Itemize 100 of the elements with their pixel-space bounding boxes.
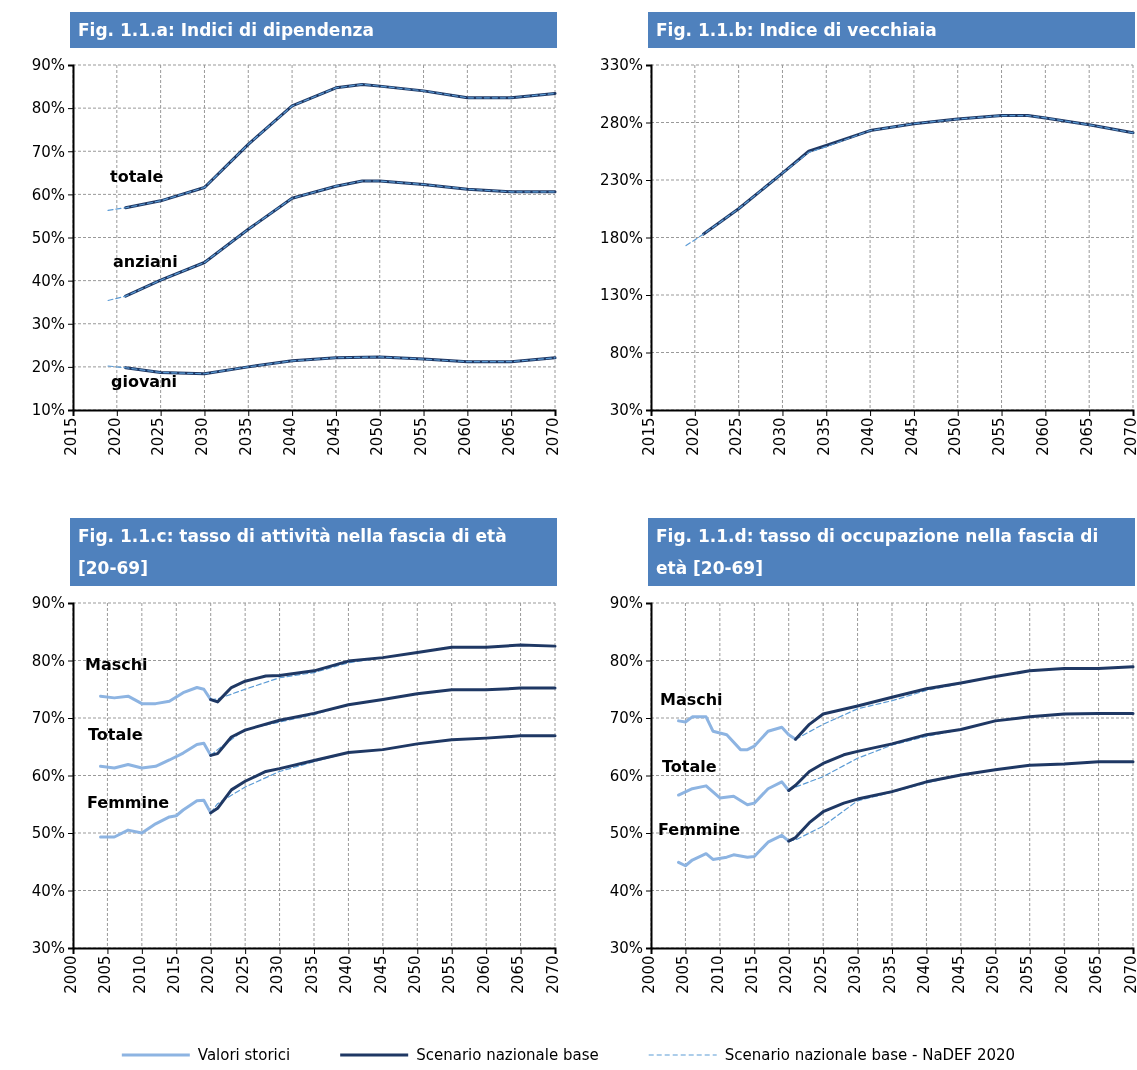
x-tick-label: 2035 xyxy=(237,417,256,456)
annotation: anziani xyxy=(113,251,178,271)
y-tick-label: 80% xyxy=(609,651,643,670)
x-tick-label: 2015 xyxy=(639,417,658,456)
x-tick-label: 2055 xyxy=(990,417,1009,456)
x-tick-label: 2030 xyxy=(193,417,212,456)
x-tick-label: 2015 xyxy=(61,417,80,456)
x-tick-label: 2000 xyxy=(639,955,658,994)
x-tick-label: 2060 xyxy=(456,417,475,456)
x-tick-label: 2030 xyxy=(268,955,287,994)
y-tick-label: 90% xyxy=(31,594,65,613)
annotation: Totale xyxy=(88,724,143,744)
x-tick-label: 2020 xyxy=(105,417,124,456)
x-tick-label: 2015 xyxy=(743,955,762,994)
x-tick-label: 2010 xyxy=(708,955,727,994)
x-tick-label: 2005 xyxy=(96,955,115,994)
x-tick-label: 2025 xyxy=(149,417,168,456)
y-tick-label: 330% xyxy=(600,56,643,75)
x-tick-label: 2045 xyxy=(902,417,921,456)
y-tick-label: 70% xyxy=(609,709,643,728)
chart-title: Fig. 1.1.a: Indici di dipendenza xyxy=(70,12,557,48)
x-tick-label: 2050 xyxy=(946,417,965,456)
x-tick-label: 2060 xyxy=(474,955,493,994)
y-tick-label: 30% xyxy=(31,315,65,334)
x-tick-label: 2040 xyxy=(337,955,356,994)
y-tick-label: 40% xyxy=(609,881,643,900)
x-tick-label: 2020 xyxy=(199,955,218,994)
annotation: giovani xyxy=(111,371,178,391)
y-tick-label: 90% xyxy=(609,594,643,613)
x-tick-label: 2000 xyxy=(61,955,80,994)
y-tick-label: 30% xyxy=(31,939,65,958)
y-tick-label: 60% xyxy=(31,766,65,785)
y-tick-label: 10% xyxy=(31,401,65,420)
x-tick-label: 2040 xyxy=(280,417,299,456)
y-tick-label: 280% xyxy=(600,113,643,132)
x-tick-label: 2055 xyxy=(440,955,459,994)
x-tick-label: 2020 xyxy=(683,417,702,456)
x-tick-label: 2050 xyxy=(368,417,387,456)
x-tick-label: 2045 xyxy=(324,417,343,456)
x-tick-label: 2050 xyxy=(984,955,1003,994)
annotation: Maschi xyxy=(85,654,148,674)
x-tick-label: 2060 xyxy=(1052,955,1071,994)
x-tick-label: 2050 xyxy=(406,955,425,994)
annotation: Totale xyxy=(662,756,717,776)
y-tick-label: 80% xyxy=(31,99,65,118)
y-tick-label: 50% xyxy=(31,824,65,843)
x-tick-label: 2065 xyxy=(509,955,528,994)
x-tick-label: 2030 xyxy=(846,955,865,994)
y-tick-label: 40% xyxy=(31,271,65,290)
y-tick-label: 130% xyxy=(600,286,643,305)
x-tick-label: 2070 xyxy=(543,417,562,456)
y-tick-label: 30% xyxy=(609,401,643,420)
y-tick-label: 60% xyxy=(609,766,643,785)
x-tick-label: 2065 xyxy=(1087,955,1106,994)
x-tick-label: 2010 xyxy=(130,955,149,994)
x-tick-label: 2025 xyxy=(811,955,830,994)
x-tick-label: 2060 xyxy=(1034,417,1053,456)
y-tick-label: 40% xyxy=(31,881,65,900)
x-tick-label: 2045 xyxy=(949,955,968,994)
y-tick-label: 60% xyxy=(31,185,65,204)
x-tick-label: 2020 xyxy=(777,955,796,994)
y-tick-label: 50% xyxy=(31,228,65,247)
x-tick-label: 2025 xyxy=(233,955,252,994)
x-tick-label: 2070 xyxy=(1121,417,1137,456)
chart-title: Fig. 1.1.c: tasso di attività nella fascia di età [20-69] xyxy=(70,518,557,586)
x-tick-label: 2055 xyxy=(412,417,431,456)
x-tick-label: 2025 xyxy=(727,417,746,456)
y-tick-label: 80% xyxy=(609,343,643,362)
y-tick-label: 70% xyxy=(31,709,65,728)
x-tick-label: 2045 xyxy=(371,955,390,994)
x-tick-label: 2035 xyxy=(815,417,834,456)
y-tick-label: 230% xyxy=(600,171,643,190)
y-tick-label: 90% xyxy=(31,56,65,75)
x-tick-label: 2005 xyxy=(674,955,693,994)
y-tick-label: 80% xyxy=(31,651,65,670)
annotation: Maschi xyxy=(660,689,723,709)
x-tick-label: 2030 xyxy=(771,417,790,456)
x-tick-label: 2065 xyxy=(499,417,518,456)
y-tick-label: 70% xyxy=(31,142,65,161)
x-tick-label: 2055 xyxy=(1018,955,1037,994)
y-tick-label: 180% xyxy=(600,228,643,247)
annotation: Femmine xyxy=(87,792,170,812)
legend-label: Scenario nazionale base xyxy=(416,1045,599,1064)
chart-title: Fig. 1.1.b: Indice di vecchiaia xyxy=(648,12,1135,48)
legend-label: Valori storici xyxy=(197,1045,291,1064)
x-tick-label: 2035 xyxy=(880,955,899,994)
y-tick-label: 50% xyxy=(609,824,643,843)
x-tick-label: 2070 xyxy=(1121,955,1137,994)
x-tick-label: 2015 xyxy=(165,955,184,994)
x-tick-label: 2070 xyxy=(543,955,562,994)
x-tick-label: 2035 xyxy=(302,955,321,994)
chart-title: Fig. 1.1.d: tasso di occupazione nella fascia di età [20-69] xyxy=(648,518,1135,586)
x-tick-label: 2065 xyxy=(1077,417,1096,456)
y-tick-label: 20% xyxy=(31,358,65,377)
legend-label: Scenario nazionale base - NaDEF 2020 xyxy=(724,1045,1016,1064)
y-tick-label: 30% xyxy=(609,939,643,958)
x-tick-label: 2040 xyxy=(915,955,934,994)
annotation: Femmine xyxy=(658,819,741,839)
annotation: totale xyxy=(110,166,164,186)
x-tick-label: 2040 xyxy=(858,417,877,456)
